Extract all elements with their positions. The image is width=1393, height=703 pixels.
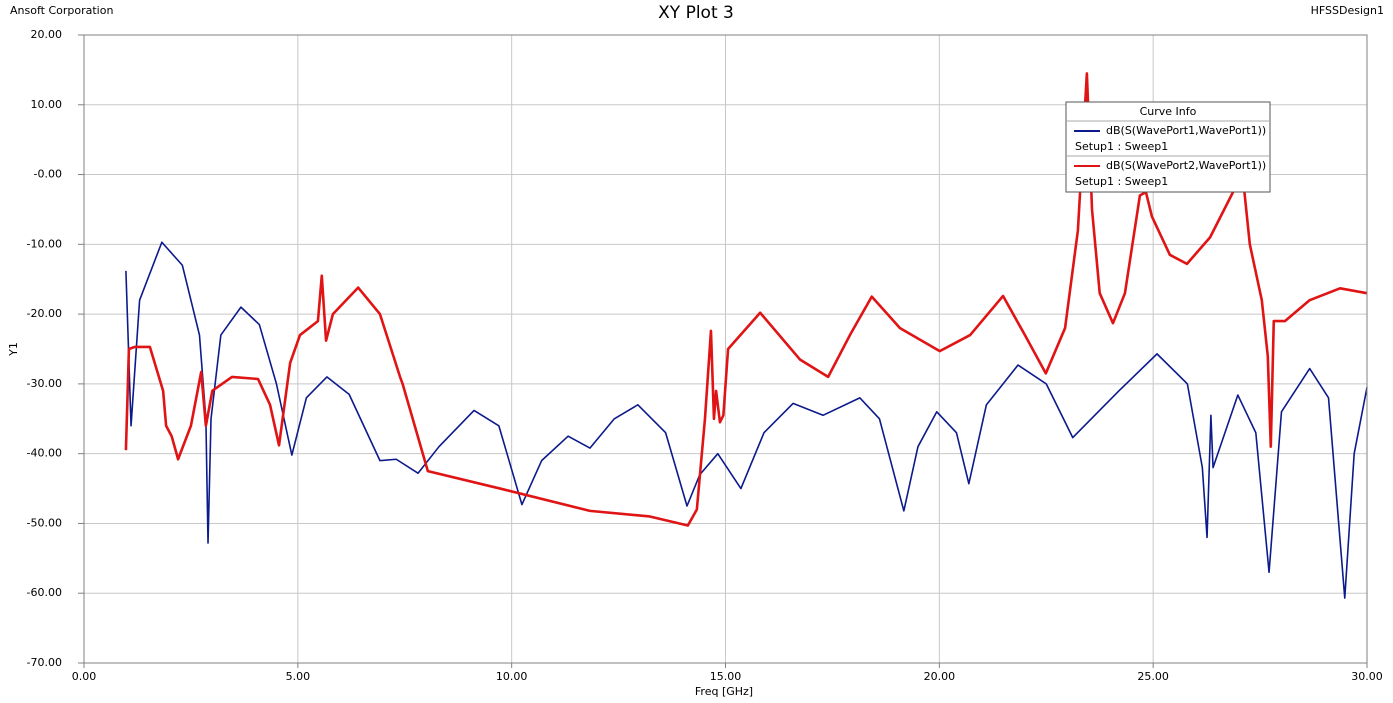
design-name: HFSSDesign1 — [1311, 4, 1384, 17]
y-tick-label: 10.00 — [31, 98, 63, 111]
y-tick-label: -30.00 — [27, 377, 62, 390]
y-tick-label: -20.00 — [27, 307, 62, 320]
y-tick-label: -0.00 — [34, 168, 62, 181]
x-tick-label: 25.00 — [1137, 670, 1169, 683]
y-tick-label: 20.00 — [31, 28, 63, 41]
x-tick-label: 5.00 — [286, 670, 311, 683]
legend: Curve Info dB(S(WavePort1,WavePort1)) Setu… — [1065, 101, 1271, 193]
legend-title: Curve Info — [1140, 105, 1197, 118]
chart-title: XY Plot 3 — [658, 3, 734, 23]
series-line — [125, 241, 1368, 599]
plot-frame — [83, 34, 1368, 664]
y-tick-label: -40.00 — [27, 447, 62, 460]
company: Ansoft Corporation — [10, 4, 113, 17]
x-tick-label: 0.00 — [72, 670, 97, 683]
x-tick-label: 30.00 — [1351, 670, 1383, 683]
legend-label: dB(S(WavePort2,WavePort1)) — [1106, 159, 1266, 172]
plot-lines — [124, 72, 1368, 599]
x-tick-label: 15.00 — [710, 670, 742, 683]
x-tick-label: 10.00 — [496, 670, 528, 683]
legend-context: Setup1 : Sweep1 — [1075, 140, 1168, 153]
y-tick-label: -10.00 — [27, 237, 62, 250]
x-axis-label: Freq [GHz] — [695, 685, 753, 698]
y-tick-label: -70.00 — [27, 656, 62, 669]
x-tick-label: 20.00 — [924, 670, 956, 683]
legend-context: Setup1 : Sweep1 — [1075, 175, 1168, 188]
legend-label: dB(S(WavePort1,WavePort1)) — [1106, 124, 1266, 137]
y-tick-label: -60.00 — [27, 586, 62, 599]
y-tick-label: -50.00 — [27, 516, 62, 529]
legend-box — [1065, 101, 1271, 193]
y-axis-label: Y1 — [7, 342, 20, 357]
series-line — [124, 72, 1368, 527]
